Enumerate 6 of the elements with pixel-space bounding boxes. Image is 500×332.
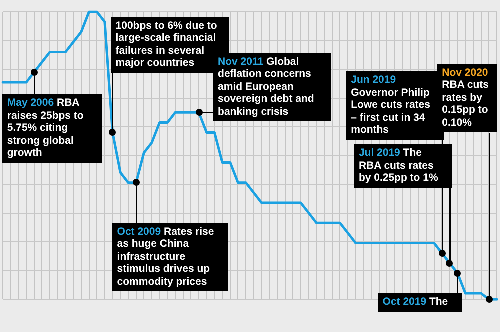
annotation: Jul 2019 The RBA cuts rates by 0.25pp to 1% bbox=[354, 144, 452, 188]
annotation: Oct 2019 The bbox=[378, 293, 462, 312]
annotation: Nov 2011 Global deflation concerns amid European sovereign debt and banking crisis bbox=[213, 52, 332, 122]
annotation: Nov 2020 RBA cuts rates by 0.15pp to 0.10% bbox=[437, 64, 498, 132]
annotation: Oct 2009 Rates rise as huge China infrastructure stimulus drives up commodity prices bbox=[112, 222, 228, 292]
annotation: May 2006 RBA raises 25bps to 5.75% citing strong global growth bbox=[2, 94, 102, 163]
